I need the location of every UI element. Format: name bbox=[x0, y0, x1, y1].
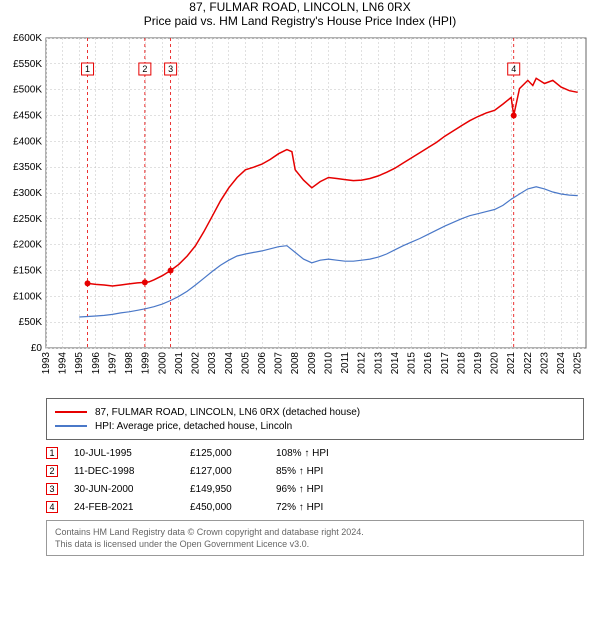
svg-text:2005: 2005 bbox=[240, 352, 251, 375]
svg-text:2019: 2019 bbox=[473, 352, 484, 375]
footer-line1: Contains HM Land Registry data © Crown c… bbox=[55, 526, 575, 538]
tx-marker-2: 2 bbox=[46, 465, 58, 477]
tx-date: 24-FEB-2021 bbox=[74, 502, 174, 513]
tx-date: 30-JUN-2000 bbox=[74, 484, 174, 495]
svg-text:£550K: £550K bbox=[13, 59, 42, 70]
svg-text:2003: 2003 bbox=[207, 352, 218, 375]
svg-text:£500K: £500K bbox=[13, 85, 42, 96]
chart-title: 87, FULMAR ROAD, LINCOLN, LN6 0RX bbox=[0, 0, 600, 14]
svg-text:2012: 2012 bbox=[357, 352, 368, 375]
svg-text:2025: 2025 bbox=[573, 352, 584, 375]
svg-text:£350K: £350K bbox=[13, 162, 42, 173]
svg-text:2: 2 bbox=[142, 64, 147, 74]
svg-text:1996: 1996 bbox=[91, 352, 102, 375]
svg-text:4: 4 bbox=[511, 64, 516, 74]
svg-text:2000: 2000 bbox=[157, 352, 168, 375]
tx-hpi: 96% ↑ HPI bbox=[276, 484, 356, 495]
legend-label-hpi: HPI: Average price, detached house, Linc… bbox=[95, 421, 292, 432]
table-row: 2 11-DEC-1998 £127,000 85% ↑ HPI bbox=[46, 462, 584, 480]
svg-text:1997: 1997 bbox=[107, 352, 118, 375]
legend: 87, FULMAR ROAD, LINCOLN, LN6 0RX (detac… bbox=[46, 398, 584, 440]
tx-marker-4: 4 bbox=[46, 501, 58, 513]
tx-marker-1: 1 bbox=[46, 447, 58, 459]
tx-hpi: 108% ↑ HPI bbox=[276, 448, 356, 459]
svg-text:£300K: £300K bbox=[13, 188, 42, 199]
chart-svg: £0£50K£100K£150K£200K£250K£300K£350K£400… bbox=[0, 34, 600, 392]
svg-text:2017: 2017 bbox=[440, 352, 451, 375]
svg-text:2004: 2004 bbox=[224, 352, 235, 375]
tx-hpi: 85% ↑ HPI bbox=[276, 466, 356, 477]
svg-text:2022: 2022 bbox=[523, 352, 534, 375]
svg-text:£100K: £100K bbox=[13, 291, 42, 302]
svg-text:2002: 2002 bbox=[191, 352, 202, 375]
svg-text:£450K: £450K bbox=[13, 111, 42, 122]
tx-hpi: 72% ↑ HPI bbox=[276, 502, 356, 513]
tx-price: £149,950 bbox=[190, 484, 260, 495]
svg-text:1: 1 bbox=[85, 64, 90, 74]
chart-container: 87, FULMAR ROAD, LINCOLN, LN6 0RX Price … bbox=[0, 0, 600, 620]
legend-row-hpi: HPI: Average price, detached house, Linc… bbox=[55, 419, 575, 433]
svg-text:£250K: £250K bbox=[13, 214, 42, 225]
tx-price: £127,000 bbox=[190, 466, 260, 477]
svg-text:1994: 1994 bbox=[58, 352, 69, 375]
tx-marker-3: 3 bbox=[46, 483, 58, 495]
svg-text:2018: 2018 bbox=[456, 352, 467, 375]
svg-text:£150K: £150K bbox=[13, 266, 42, 277]
svg-text:1999: 1999 bbox=[141, 352, 152, 375]
tx-price: £125,000 bbox=[190, 448, 260, 459]
svg-text:2024: 2024 bbox=[556, 352, 567, 375]
license-footer: Contains HM Land Registry data © Crown c… bbox=[46, 520, 584, 556]
svg-text:£400K: £400K bbox=[13, 136, 42, 147]
svg-text:2008: 2008 bbox=[290, 352, 301, 375]
table-row: 1 10-JUL-1995 £125,000 108% ↑ HPI bbox=[46, 444, 584, 462]
tx-date: 11-DEC-1998 bbox=[74, 466, 174, 477]
svg-text:£50K: £50K bbox=[19, 317, 43, 328]
footer-line2: This data is licensed under the Open Gov… bbox=[55, 538, 575, 550]
table-row: 3 30-JUN-2000 £149,950 96% ↑ HPI bbox=[46, 480, 584, 498]
svg-text:3: 3 bbox=[168, 64, 173, 74]
svg-text:2016: 2016 bbox=[423, 352, 434, 375]
svg-text:2021: 2021 bbox=[506, 352, 517, 375]
tx-date: 10-JUL-1995 bbox=[74, 448, 174, 459]
svg-text:2007: 2007 bbox=[274, 352, 285, 375]
svg-text:2015: 2015 bbox=[407, 352, 418, 375]
table-row: 4 24-FEB-2021 £450,000 72% ↑ HPI bbox=[46, 498, 584, 516]
svg-text:2014: 2014 bbox=[390, 352, 401, 375]
legend-row-property: 87, FULMAR ROAD, LINCOLN, LN6 0RX (detac… bbox=[55, 405, 575, 419]
svg-text:1993: 1993 bbox=[41, 352, 52, 375]
svg-text:2009: 2009 bbox=[307, 352, 318, 375]
svg-text:2001: 2001 bbox=[174, 352, 185, 375]
svg-text:£200K: £200K bbox=[13, 240, 42, 251]
legend-swatch-property bbox=[55, 411, 87, 413]
tx-price: £450,000 bbox=[190, 502, 260, 513]
chart-plot-area: £0£50K£100K£150K£200K£250K£300K£350K£400… bbox=[0, 34, 600, 392]
svg-text:2006: 2006 bbox=[257, 352, 268, 375]
svg-text:1998: 1998 bbox=[124, 352, 135, 375]
svg-text:2011: 2011 bbox=[340, 352, 351, 374]
svg-text:2020: 2020 bbox=[490, 352, 501, 375]
chart-subtitle: Price paid vs. HM Land Registry's House … bbox=[0, 14, 600, 28]
svg-text:2023: 2023 bbox=[539, 352, 550, 375]
svg-text:2013: 2013 bbox=[373, 352, 384, 375]
svg-text:2010: 2010 bbox=[323, 352, 334, 375]
svg-text:£600K: £600K bbox=[13, 34, 42, 44]
svg-text:1995: 1995 bbox=[74, 352, 85, 375]
legend-label-property: 87, FULMAR ROAD, LINCOLN, LN6 0RX (detac… bbox=[95, 407, 360, 418]
transactions-table: 1 10-JUL-1995 £125,000 108% ↑ HPI 2 11-D… bbox=[46, 444, 584, 516]
legend-swatch-hpi bbox=[55, 425, 87, 427]
